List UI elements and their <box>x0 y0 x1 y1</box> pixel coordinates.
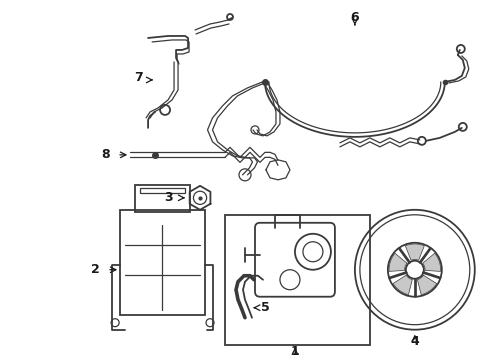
Text: 6: 6 <box>350 12 359 24</box>
Text: 1: 1 <box>290 345 299 358</box>
Text: 3: 3 <box>163 191 172 204</box>
Polygon shape <box>388 253 406 271</box>
Polygon shape <box>422 253 440 271</box>
Polygon shape <box>416 275 436 295</box>
Bar <box>224 215 369 345</box>
Text: 4: 4 <box>409 335 418 348</box>
Text: 8: 8 <box>101 148 109 161</box>
Bar <box>135 185 190 212</box>
Text: 7: 7 <box>133 71 142 85</box>
Text: 5: 5 <box>260 301 269 314</box>
Bar <box>140 188 184 193</box>
Text: 2: 2 <box>91 263 100 276</box>
Bar <box>120 210 204 315</box>
Polygon shape <box>392 275 411 295</box>
Polygon shape <box>405 244 424 260</box>
